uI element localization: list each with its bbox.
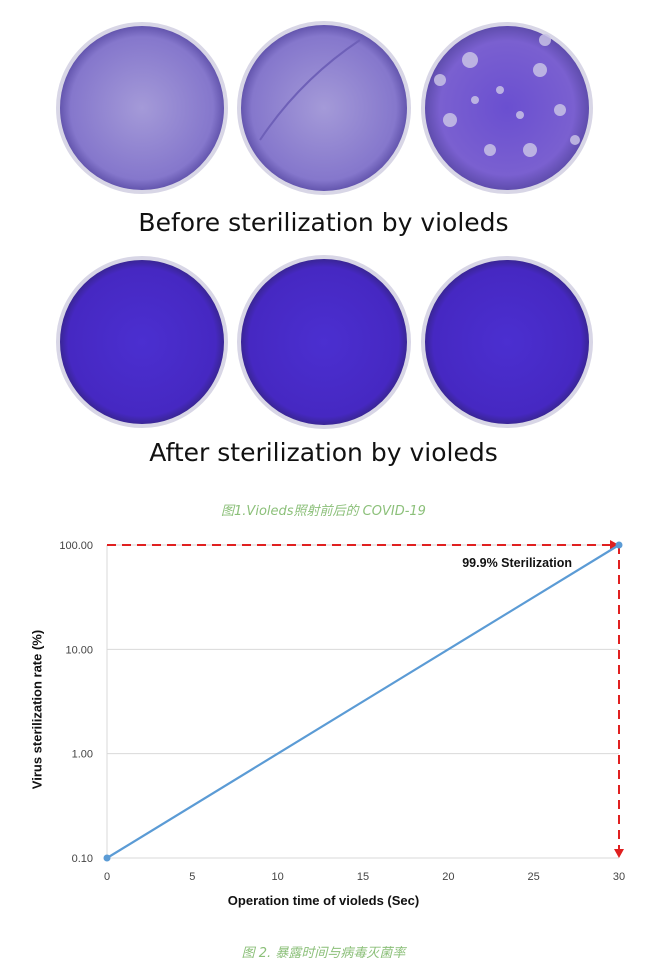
x-tick-label: 15 xyxy=(357,871,369,883)
data-point xyxy=(103,854,111,862)
y-axis-label: Virus sterilization rate (%) xyxy=(29,629,45,790)
x-tick-label: 10 xyxy=(272,871,284,883)
arrowhead-down xyxy=(614,849,624,858)
x-tick-label: 20 xyxy=(442,871,454,883)
x-tick-label: 30 xyxy=(613,871,625,883)
x-tick-label: 5 xyxy=(189,871,195,883)
sterilization-chart: 100.00 10.00 1.00 0.10 0 5 10 15 20 25 30 99.9% Ste… xyxy=(59,540,625,883)
figure2-caption: 图 2. 暴露时间与病毒灭菌率 xyxy=(241,946,406,961)
before-dish-1 xyxy=(56,22,228,194)
x-axis-label: Operation time of violeds (Sec) xyxy=(227,893,420,908)
before-dish-3 xyxy=(421,22,593,194)
annotation-label: 99.9% Sterilization xyxy=(462,556,572,570)
after-dish-1 xyxy=(56,256,228,428)
before-dish-2 xyxy=(237,21,411,195)
x-tick-label: 0 xyxy=(104,871,110,883)
after-label: After sterilization by violeds xyxy=(149,438,498,467)
after-dish-3 xyxy=(421,256,593,428)
figure1-caption: 图1.Violeds照射前后的 COVID-19 xyxy=(221,504,426,519)
y-tick-label: 10.00 xyxy=(65,644,93,656)
series-line xyxy=(106,544,620,859)
arrowhead-right xyxy=(610,540,619,550)
y-tick-label: 1.00 xyxy=(72,749,93,761)
y-tick-label: 0.10 xyxy=(72,853,93,865)
after-dish-2 xyxy=(237,255,411,429)
y-tick-label: 100.00 xyxy=(59,540,93,552)
data-point xyxy=(615,541,623,549)
petri-dish-photos xyxy=(56,21,593,429)
before-label: Before sterilization by violeds xyxy=(138,208,509,237)
x-tick-label: 25 xyxy=(528,871,540,883)
